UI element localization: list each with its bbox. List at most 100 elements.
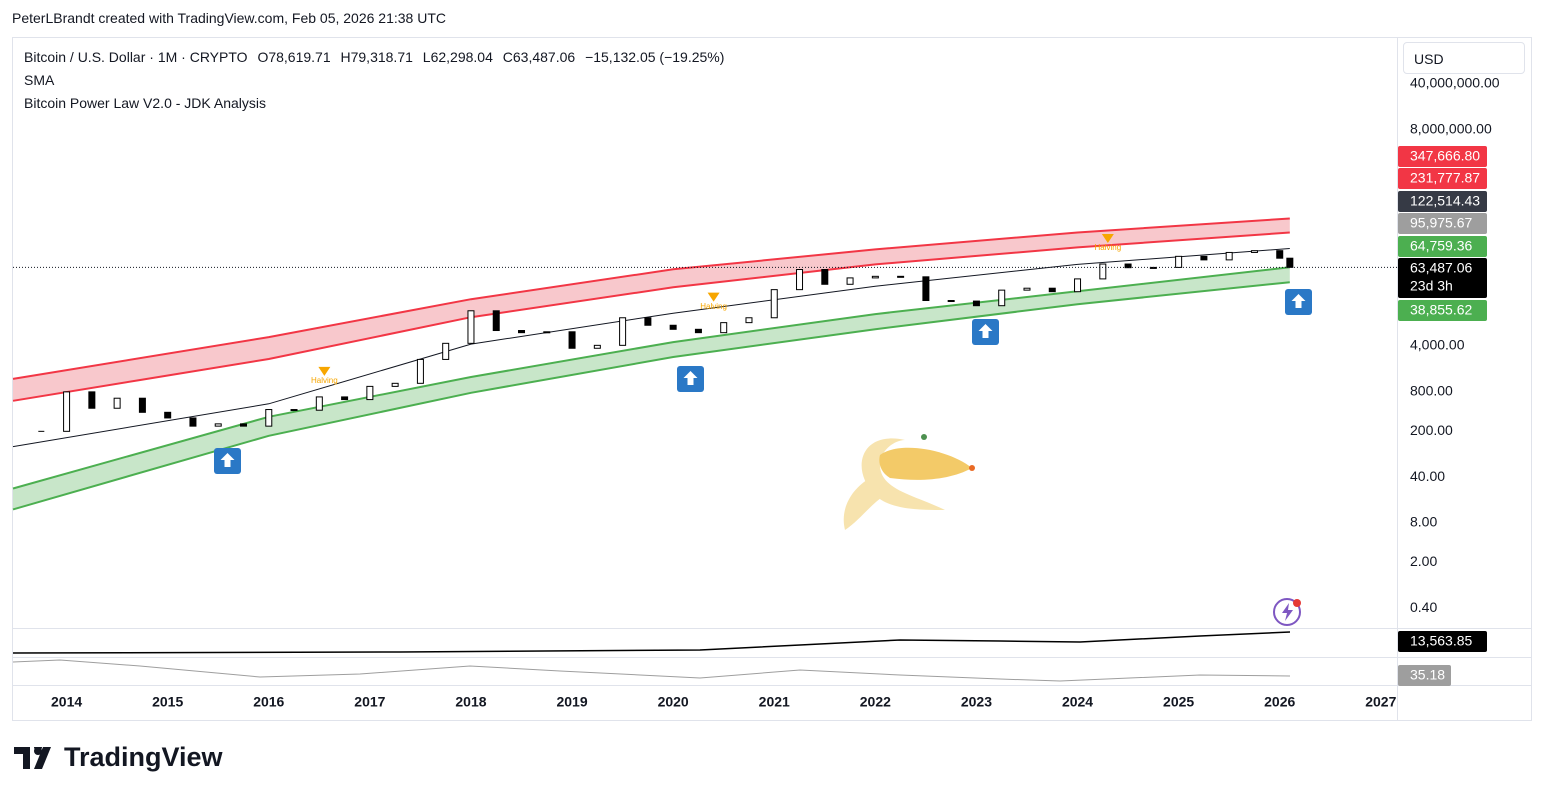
candle [745, 317, 753, 324]
candle [1276, 250, 1284, 259]
candle [922, 276, 930, 302]
y-tick-label: 8.00 [1410, 514, 1437, 530]
indicator-line [12, 631, 1291, 654]
halving-label: Halving [311, 376, 338, 385]
price-tag-label: 64,759.36 [1410, 238, 1472, 254]
plot: Halving Halving Halving [12, 217, 1294, 511]
y-tick-label: 0.40 [1410, 599, 1437, 615]
candle [113, 397, 121, 409]
frame [12, 37, 1532, 721]
candle [63, 391, 71, 432]
y-tick-label: 800.00 [1410, 383, 1453, 399]
candle [518, 330, 526, 334]
candle [669, 324, 677, 330]
candle [694, 328, 702, 334]
assistant-icon[interactable] [1273, 598, 1301, 626]
currency-button[interactable]: USD [1403, 42, 1525, 74]
symbol: Bitcoin / U.S. Dollar · 1M · CRYPTO [24, 49, 248, 65]
brand-mark [14, 746, 51, 769]
halving-marker [707, 292, 720, 302]
candle [416, 358, 424, 384]
candle [1124, 263, 1132, 269]
indicator-name[interactable]: SMA [24, 72, 55, 88]
x-tick-label: 2025 [1163, 694, 1194, 710]
candle [871, 275, 879, 279]
candle [972, 300, 980, 307]
candle [138, 397, 146, 413]
band-edge [12, 217, 1290, 380]
candle [593, 344, 601, 349]
candle [644, 317, 652, 326]
candle [214, 423, 222, 427]
candle [1286, 257, 1294, 268]
candle [1074, 278, 1082, 293]
candle [290, 409, 298, 412]
price-tag [1398, 168, 1487, 189]
candle [796, 269, 804, 291]
candle [1023, 287, 1031, 291]
band-edge [12, 231, 1290, 402]
ohlc: L62,298.04 [422, 49, 493, 65]
candle [1250, 250, 1258, 253]
y-tick-label: 200.00 [1410, 422, 1453, 438]
candle [543, 331, 551, 334]
y-tick-label: 40,000,000.00 [1410, 75, 1500, 91]
x-tick-label: 2016 [253, 694, 284, 710]
indicator-name[interactable]: Bitcoin Power Law V2.0 - JDK Analysis [24, 95, 266, 111]
buy-arrow [220, 294, 1306, 467]
halving-marker [1101, 234, 1114, 244]
x-tick-label: 2015 [152, 694, 183, 710]
indicator-line [12, 659, 1291, 682]
y-tick-label: 4,000.00 [1410, 337, 1465, 353]
price-tag-label: 347,666.80 [1410, 148, 1480, 164]
price-tag [1398, 146, 1487, 167]
brand-logo[interactable]: TradingView [14, 742, 223, 773]
candle [619, 317, 627, 346]
x-tick-label: 2014 [51, 694, 82, 710]
candle [897, 275, 905, 278]
band-fill [13, 267, 1290, 510]
x-tick-label: 2023 [961, 694, 992, 710]
price-tag-label: 122,514.43 [1410, 193, 1480, 209]
x-tick-label: 2020 [658, 694, 689, 710]
candle [315, 396, 323, 411]
legend-row: Bitcoin / U.S. Dollar · 1M · CRYPTO O78,… [24, 46, 730, 69]
x-tick-label: 2027 [1365, 694, 1396, 710]
price-tag-label: 38,855.62 [1410, 302, 1472, 318]
band-edge [12, 281, 1290, 511]
candle [770, 289, 778, 319]
x-tick-label: 2026 [1264, 694, 1295, 710]
halving-label: Halving [700, 302, 727, 311]
price-tag-label: 95,975.67 [1410, 215, 1472, 231]
price-tag [1398, 191, 1487, 212]
halving-marker [318, 366, 331, 376]
legend: Bitcoin / U.S. Dollar · 1M · CRYPTO O78,… [24, 46, 730, 115]
candle [821, 269, 829, 285]
x-tick-label: 2017 [354, 694, 385, 710]
ohlc: O78,619.71 [257, 49, 331, 65]
y-tick-label: 8,000,000.00 [1410, 120, 1492, 136]
x-tick-label: 2021 [759, 694, 790, 710]
candle [88, 391, 96, 409]
candle [1099, 263, 1107, 280]
candle [391, 382, 399, 387]
candle [341, 396, 349, 401]
x-tick-label: 2024 [1062, 694, 1093, 710]
x-tick-label: 2018 [455, 694, 486, 710]
candle [265, 409, 273, 427]
candle [1225, 251, 1233, 261]
indicator-tag [1398, 631, 1487, 652]
indicator-tag-label: 35.18 [1410, 667, 1445, 683]
candle [1048, 287, 1056, 293]
y-tick-label: 2.00 [1410, 553, 1437, 569]
y-tick-label: 40.00 [1410, 468, 1445, 484]
ohlc: H79,318.71 [340, 49, 413, 65]
candle [164, 411, 172, 419]
ohlc: C63,487.06 [502, 49, 576, 65]
banana-logo [843, 434, 975, 530]
candle [846, 277, 854, 285]
x-tick-label: 2022 [860, 694, 891, 710]
price-tag-label: 231,777.87 [1410, 170, 1480, 186]
